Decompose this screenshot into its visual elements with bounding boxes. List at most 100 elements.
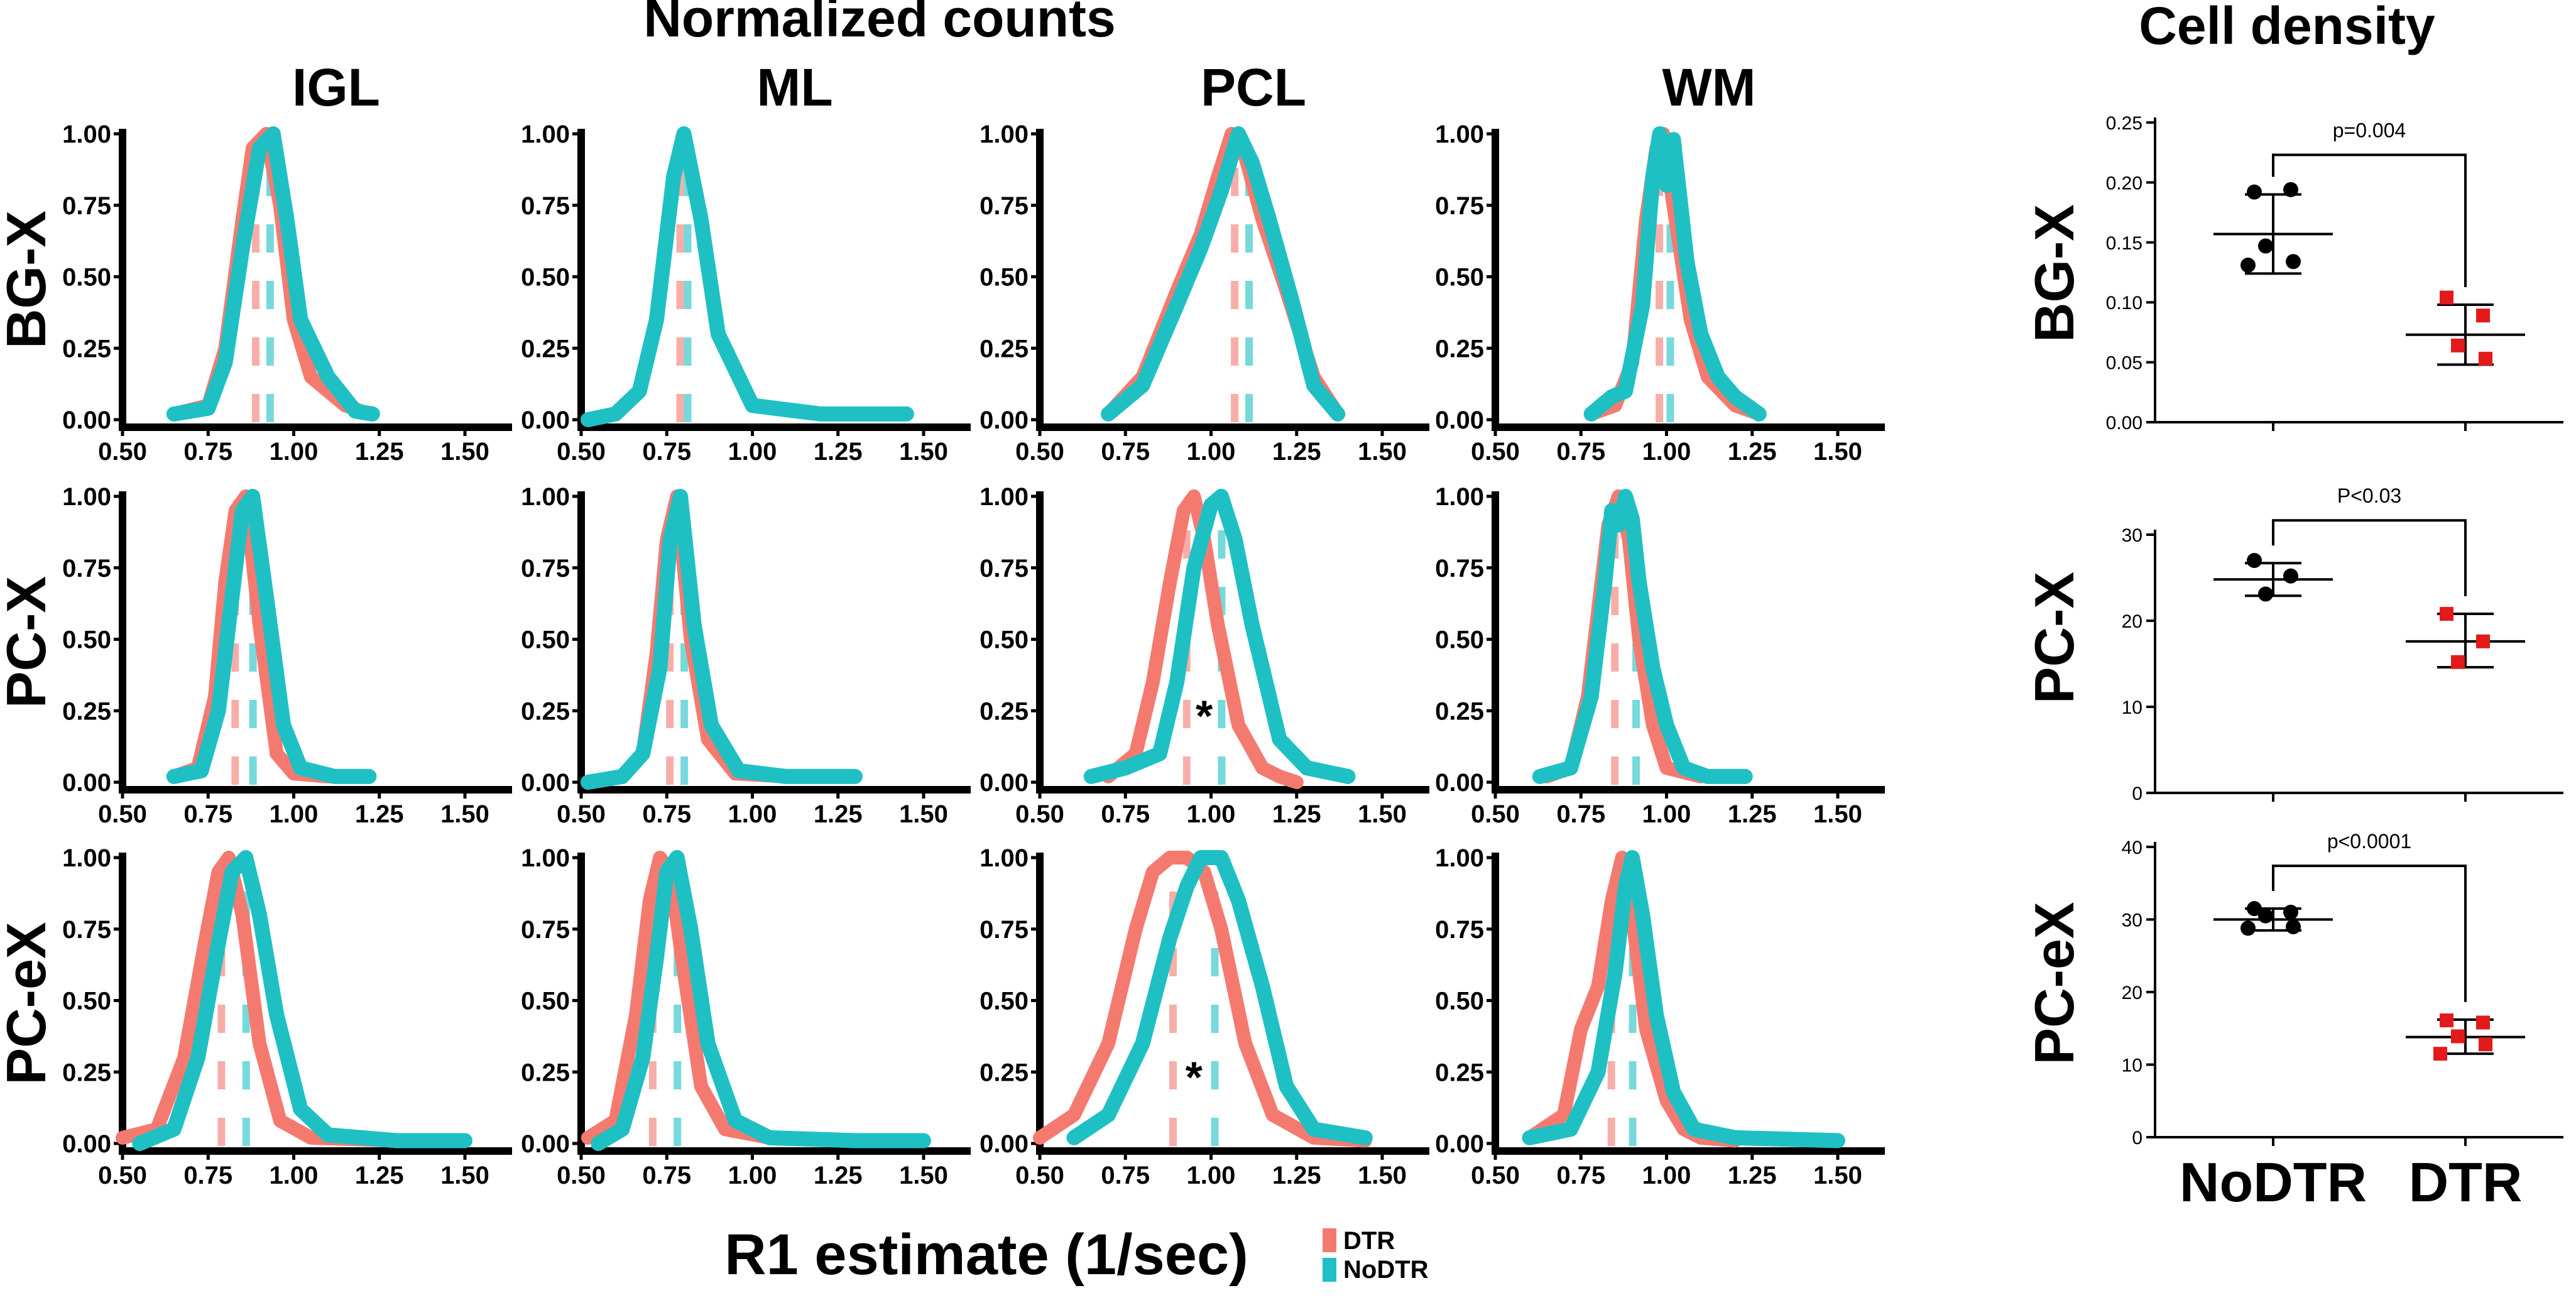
panel-pc-ex-pcl: 0.00 0.25 0.50 0.75 1.00 0.50 0.75 1.00 1.25 1.50…: [980, 844, 1429, 1189]
x-tick-label: 1.50: [440, 800, 489, 828]
x-tick-label: 1.50: [1813, 438, 1862, 466]
y-tick-label: 1.00: [521, 121, 570, 148]
y-tick-label: 0.25: [521, 697, 570, 725]
x-tick-label: 1.00: [1187, 438, 1236, 466]
point-nodtr: [2286, 254, 2301, 270]
y-tick-label: 0.50: [62, 988, 111, 1015]
x-tick-label: 1.25: [1272, 800, 1321, 828]
curve-dtr: [1101, 489, 1304, 789]
panel-pc-ex-igl: 0.00 0.25 0.50 0.75 1.00 0.50 0.75 1.00 1.25 1.50: [62, 844, 512, 1189]
x-tick-label: 1.00: [270, 438, 319, 466]
row-label-right-bg-x: BG-X: [2023, 204, 2085, 342]
x-tick-label: 0.75: [642, 1162, 691, 1189]
point-dtr: [2476, 1015, 2490, 1030]
y-tick-label: 1.00: [62, 483, 111, 511]
y-tick-label: 0.50: [521, 988, 570, 1015]
x-tick-label: 1.50: [1358, 800, 1407, 828]
point-nodtr: [2283, 182, 2298, 197]
cell-density-panels: 0.00 0.05 0.10 0.15 0.20 0.25 p=0.004 0 10 20 30 P<…: [2106, 113, 2563, 1213]
curve-nodtr: [1066, 850, 1373, 1145]
y-tick-label: 0.25: [1435, 335, 1484, 363]
curve-nodtr: [1101, 126, 1346, 422]
density-panels: 0.00 0.25 0.50 0.75 1.00 0.50 0.75 1.00 1.25 1.50…: [62, 121, 1885, 1189]
y-tick-label: 0.05: [2106, 353, 2142, 374]
y-tick-label: 0.50: [521, 626, 570, 654]
significance-bracket: [2272, 153, 2467, 288]
x-tick-label: 1.25: [355, 1162, 404, 1189]
y-tick-label: 0.25: [521, 335, 570, 363]
y-tick-label: 0.10: [2106, 293, 2142, 314]
x-tick-label: 1.50: [899, 1162, 948, 1189]
x-tick-label: 1.25: [355, 800, 404, 828]
y-tick-label: 0.50: [1435, 264, 1484, 292]
y-tick-label: 0.75: [521, 192, 570, 220]
y-tick-label: 0.75: [521, 555, 570, 582]
x-tick-label: 0.50: [1015, 438, 1064, 466]
y-tick-label: 30: [2122, 525, 2142, 546]
point-nodtr: [2247, 184, 2262, 200]
panel-pc-x-igl: 0.00 0.25 0.50 0.75 1.00 0.50 0.75 1.00 1.25 1.50: [62, 483, 512, 828]
scatter-bg-x: 0.00 0.05 0.10 0.15 0.20 0.25 p=0.004: [2106, 113, 2563, 434]
y-tick-label: 0.25: [62, 697, 111, 725]
x-tick-label: 1.50: [1813, 1162, 1862, 1189]
y-tick-label: 20: [2122, 983, 2142, 1003]
column-header-igl: IGL: [292, 58, 380, 117]
point-dtr: [2451, 338, 2465, 352]
panel-pc-ex-ml: 0.00 0.25 0.50 0.75 1.00 0.50 0.75 1.00 1.25 1.50: [521, 844, 971, 1189]
x-tick-label: 1.50: [440, 1162, 489, 1189]
y-tick-label: 0.00: [980, 769, 1029, 797]
y-tick-label: 0.00: [521, 769, 570, 797]
y-tick-label: 0.75: [1435, 555, 1484, 582]
y-tick-label: 0.00: [1435, 407, 1484, 434]
x-tick-label: 1.50: [1358, 438, 1407, 466]
panel-bg-x-wm: 0.00 0.25 0.50 0.75 1.00 0.50 0.75 1.00 1.25 1.50: [1435, 121, 1885, 466]
x-tick-label: 1.00: [1642, 1162, 1691, 1189]
x-tick-label: 1.00: [270, 1162, 319, 1189]
x-tick-label: 0.75: [642, 438, 691, 466]
y-tick-label: 0.00: [1435, 1130, 1484, 1158]
curve-nodtr: [166, 489, 377, 784]
y-tick-label: 0.25: [980, 697, 1029, 725]
curve-nodtr: [132, 850, 472, 1151]
y-tick-label: 0.25: [980, 1059, 1029, 1086]
x-tick-label: 1.25: [1272, 438, 1321, 466]
point-nodtr: [2258, 586, 2273, 602]
panel-bg-x-ml: 0.00 0.25 0.50 0.75 1.00 0.50 0.75 1.00 1.25 1.50: [521, 121, 971, 466]
p-value: p=0.004: [2333, 119, 2406, 141]
x-tick-label: 1.00: [728, 438, 777, 466]
y-tick-label: 0.25: [62, 335, 111, 363]
row-label-bg-x: BG-X: [0, 210, 57, 349]
y-tick-label: 20: [2122, 611, 2142, 632]
x-tick-label: 0.50: [98, 438, 147, 466]
point-nodtr: [2283, 568, 2298, 584]
column-header-pcl: PCL: [1201, 58, 1306, 117]
y-tick-label: 10: [2122, 697, 2142, 718]
y-tick-label: 0.50: [62, 626, 111, 654]
y-tick-label: 1.00: [1435, 844, 1484, 872]
x-tick-label: 1.50: [440, 438, 489, 466]
y-tick-label: 0.75: [521, 916, 570, 944]
point-nodtr: [2247, 553, 2262, 569]
curve-dtr: [1033, 851, 1372, 1148]
x-tick-label: 1.00: [1187, 1162, 1236, 1189]
x-tick-label: 1.25: [1728, 1162, 1777, 1189]
y-tick-label: 0.50: [521, 264, 570, 292]
y-tick-label: 0.75: [1435, 916, 1484, 944]
point-dtr: [2476, 634, 2490, 648]
y-tick-label: 0.75: [62, 192, 111, 220]
x-tick-label: 0.75: [1556, 800, 1605, 828]
x-tick-label: 1.25: [814, 800, 863, 828]
y-tick-label: 1.00: [1435, 483, 1484, 511]
y-tick-label: 0.25: [2106, 113, 2142, 134]
point-nodtr: [2247, 901, 2262, 917]
y-tick-label: 0.00: [62, 407, 111, 434]
panel-bg-x-igl: 0.00 0.25 0.50 0.75 1.00 0.50 0.75 1.00 1.25 1.50: [62, 121, 512, 466]
y-tick-label: 0.75: [62, 916, 111, 944]
curve-nodtr: [591, 850, 931, 1151]
y-tick-label: 0.00: [980, 1130, 1029, 1158]
y-tick-label: 0.25: [1435, 697, 1484, 725]
x-tick-label: 1.00: [728, 800, 777, 828]
y-tick-label: 0.00: [521, 1130, 570, 1158]
scatter-pc-x: 0 10 20 30 P<0.03: [2122, 484, 2563, 804]
x-tick-label: 0.75: [183, 438, 232, 466]
